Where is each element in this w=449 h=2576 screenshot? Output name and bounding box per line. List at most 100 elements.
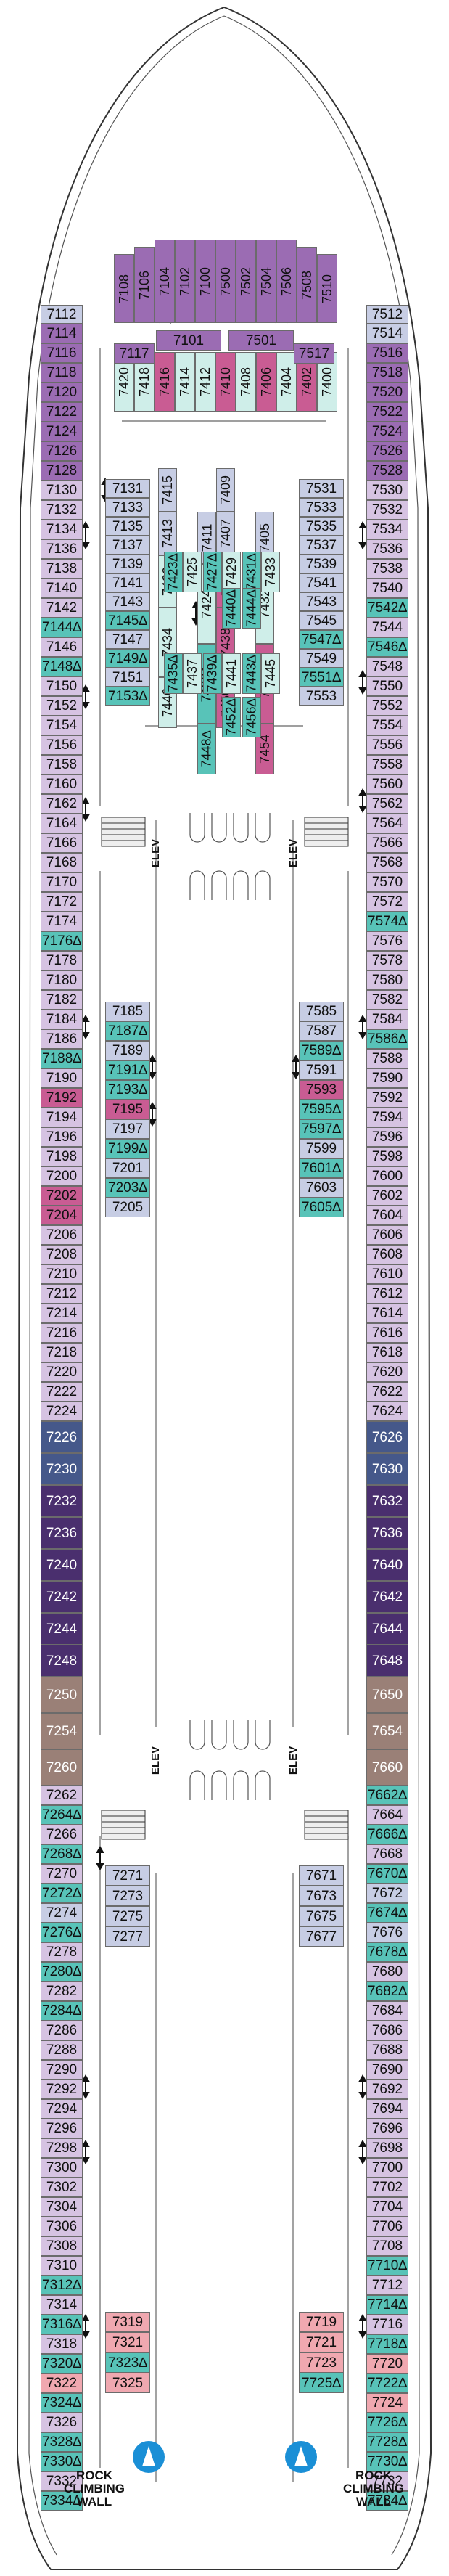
cabin-right-7538: 7538 [366,559,408,578]
cabin-right-mid-7589-acc: 7589∆ [299,1041,344,1060]
arrow-left-7310 [81,2313,90,2339]
cabin-right-7546-acc: 7546∆ [366,637,408,657]
cabin-left-7128: 7128 [41,461,83,481]
arrow-right-7550 [358,669,367,695]
cabin-bow-5: 7500 [215,240,236,323]
cabin-left-7270: 7270 [41,1864,83,1884]
cabin-left-inner-7151: 7151 [105,668,150,687]
cabin-right-7642: 7642 [366,1581,408,1613]
cabin-left-mid-7197: 7197 [105,1119,150,1139]
cabin-right-7732: 7732 [366,2471,408,2491]
cabin-left-7148-acc: 7148∆ [41,657,83,676]
cabin-left-7288: 7288 [41,2040,83,2060]
cabin-left-7200: 7200 [41,1166,83,1186]
cabin-left-mid-7201: 7201 [105,1158,150,1178]
cabin-right-7720: 7720 [366,2354,408,2373]
cabin-right-7608: 7608 [366,1245,408,1264]
cabin-right-7722-acc: 7722∆ [366,2373,408,2393]
cabin-left-7204: 7204 [41,1206,83,1225]
cabin-right-7664: 7664 [366,1805,408,1825]
cabin-right-7728-acc: 7728∆ [366,2432,408,2452]
cabin-left-7330-acc: 7330∆ [41,2452,83,2471]
cabin-left-7324-acc: 7324∆ [41,2393,83,2413]
cabin-right-mid-7591: 7591 [299,1060,344,1080]
cabin-right-7580: 7580 [366,970,408,990]
elevator-shafts-bottom [189,1720,271,1800]
cabin-right-7680: 7680 [366,1962,408,1982]
arrow-right-7564 [358,788,367,814]
cabin-left-inner-7137: 7137 [105,536,150,555]
cabin-left-7300: 7300 [41,2158,83,2178]
cabin-right-mid-7601-acc: 7601∆ [299,1158,344,1178]
cabin-left-7142: 7142 [41,598,83,618]
cabin-bow-6: 7502 [236,240,256,323]
cabin-right-aftblock-7723: 7723 [299,2352,344,2373]
cabin-right-7512: 7512 [366,305,408,324]
cabin-right-7534: 7534 [366,520,408,539]
cabin-left-inner-7141: 7141 [105,573,150,592]
cabin-bow-row2-3: 7414 [175,352,195,412]
cabin-right-7620: 7620 [366,1362,408,1382]
cabin-left-mid-7195: 7195 [105,1100,150,1119]
cabin-right-7548: 7548 [366,657,408,676]
cabin-right-7718-acc: 7718∆ [366,2334,408,2354]
cabin-left-7156: 7156 [41,735,83,755]
cabin-right-7676: 7676 [366,1923,408,1942]
cabin-right-7682-acc: 7682∆ [366,1982,408,2001]
cabin-right-7726-acc: 7726∆ [366,2413,408,2432]
cabin-left-7326: 7326 [41,2413,83,2432]
elevator-label-left-top: ELEV [149,838,162,867]
cabin-bow-4: 7100 [195,240,215,323]
cabin-bow-2: 7104 [155,240,175,323]
cabin-left-aft-7275: 7275 [105,1906,150,1926]
cabin-left-7298: 7298 [41,2138,83,2158]
cabin-right-7592: 7592 [366,1088,408,1108]
cabin-left-7184: 7184 [41,1010,83,1029]
cabin-7517: 7517 [294,343,334,364]
cabin-right-7730-acc: 7730∆ [366,2452,408,2471]
cabin-center-mid-7435-acc: 7435∆ [164,653,183,694]
cabin-right-aftblock-7721: 7721 [299,2332,344,2352]
cabin-right-7630: 7630 [366,1453,408,1485]
cabin-left-7178: 7178 [41,951,83,970]
cabin-right-aft-7675: 7675 [299,1906,344,1926]
cabin-left-7168: 7168 [41,853,83,872]
cabin-right-7584: 7584 [366,1010,408,1029]
arrow-right-7710 [358,2313,367,2339]
cabin-left-7328-acc: 7328∆ [41,2432,83,2452]
cabin-right-7614: 7614 [366,1304,408,1323]
cabin-center-a-7415: 7415 [158,468,177,512]
cabin-left-7262: 7262 [41,1786,83,1805]
cabin-7101: 7101 [156,330,221,351]
cabin-left-mid-7205: 7205 [105,1198,150,1217]
cabin-right-7690: 7690 [366,2060,408,2080]
cabin-center-mid-7423-acc: 7423∆ [164,552,183,592]
cabin-bow-10: 7510 [317,254,337,323]
cabin-right-7528: 7528 [366,461,408,481]
cabin-right-mid-7587: 7587 [299,1021,344,1041]
cabin-center-mid-7425: 7425 [183,552,202,592]
cabin-left-7224: 7224 [41,1402,83,1421]
cabin-center-mid-7429: 7429 [222,552,241,592]
cabin-right-7632: 7632 [366,1485,408,1517]
arrow-right-7586 [358,1014,367,1040]
cabin-bow-row2-8: 7404 [276,352,297,412]
stairwell-left-bottom [101,1810,146,1840]
cabin-left-7170: 7170 [41,872,83,892]
cabin-right-7650: 7650 [366,1677,408,1713]
cabin-right-7558: 7558 [366,755,408,774]
cabin-center-mid-7456-acc: 7456∆ [242,697,261,737]
cabin-right-7600: 7600 [366,1166,408,1186]
cabin-left-7154: 7154 [41,716,83,735]
cabin-left-7132: 7132 [41,500,83,520]
rock-right-line3: WALL [355,2494,392,2508]
cabin-right-7524: 7524 [366,422,408,441]
cabin-right-7626: 7626 [366,1421,408,1453]
cabin-right-7688: 7688 [366,2040,408,2060]
cabin-right-7530: 7530 [366,481,408,500]
cabin-right-7618: 7618 [366,1343,408,1362]
cabin-right-aftblock-7725-acc: 7725∆ [299,2373,344,2393]
cabin-left-7302: 7302 [41,2178,83,2197]
